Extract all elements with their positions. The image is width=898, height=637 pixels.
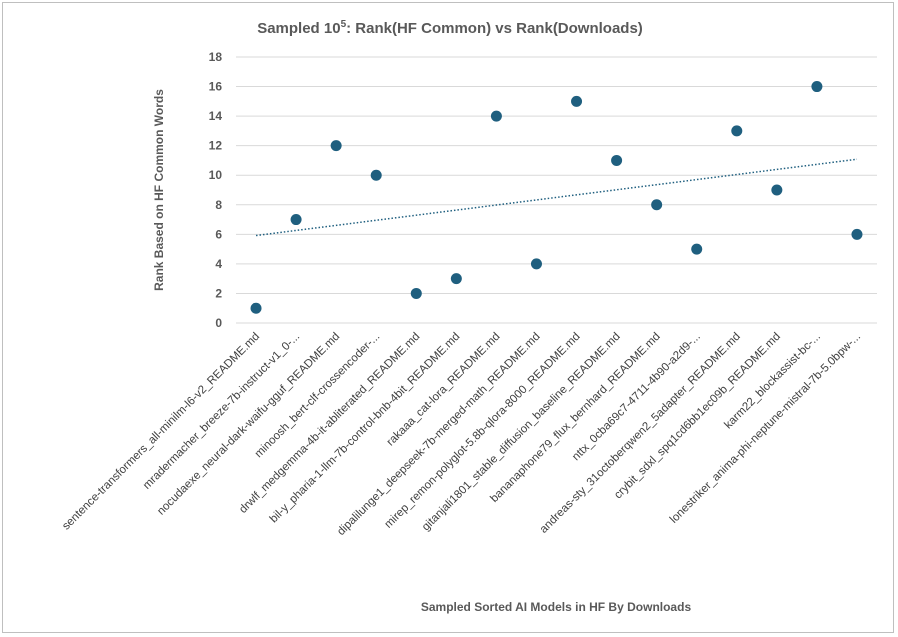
chart-title-suffix: : Rank(HF Common) vs Rank(Downloads) [346, 20, 643, 37]
y-tick-labels: 0 2 4 6 8 10 12 14 16 18 [209, 50, 223, 330]
data-point [450, 273, 462, 285]
y-tick-label: 14 [209, 109, 223, 123]
x-category-label: nocudaexe_neural-dark-waifu-gguf_README.… [155, 331, 342, 518]
chart-title: Sampled 105: Rank(HF Common) vs Rank(Dow… [257, 19, 643, 37]
y-tick-label: 16 [209, 80, 223, 94]
gridlines [236, 56, 877, 324]
data-points [250, 81, 863, 314]
x-category-label: mirep_remon-polyglot-5.8b-qlora-8000_REA… [383, 331, 583, 531]
data-point [851, 228, 863, 240]
data-point [290, 214, 302, 226]
x-axis-label: Sampled Sorted AI Models in HF By Downlo… [421, 600, 692, 614]
x-category-label: bil-y_pharia-1-llm-7b-control-bnb-4bit_R… [268, 331, 463, 526]
data-point [571, 95, 583, 107]
chart-title-sup: 5 [341, 19, 347, 30]
data-point [611, 154, 623, 166]
chart-title-prefix: Sampled 10 [257, 20, 340, 37]
trendline-path [255, 158, 858, 237]
data-point [250, 302, 262, 314]
y-axis-label: Rank Based on HF Common Words [152, 89, 166, 291]
data-point [691, 243, 703, 255]
data-point [530, 258, 542, 270]
x-category-label: lonestriker_anima-phi-neptune-mistral-7b… [668, 331, 863, 526]
x-category-labels: sentence-transformers_all-minilm-l6-v2_R… [60, 331, 863, 538]
y-tick-label: 18 [209, 50, 223, 64]
data-point [490, 110, 502, 122]
trendline [255, 158, 858, 237]
y-tick-label: 4 [215, 257, 222, 271]
y-tick-label: 10 [209, 168, 223, 182]
y-tick-label: 0 [215, 316, 222, 330]
data-point [731, 125, 743, 137]
data-point [330, 140, 342, 152]
data-point [410, 287, 422, 299]
data-point [370, 169, 382, 181]
y-tick-label: 2 [215, 286, 222, 300]
y-tick-label: 8 [215, 198, 222, 212]
data-point [651, 199, 663, 211]
data-point [811, 81, 823, 93]
y-tick-label: 12 [209, 139, 223, 153]
y-tick-label: 6 [215, 227, 222, 241]
data-point [771, 184, 783, 196]
